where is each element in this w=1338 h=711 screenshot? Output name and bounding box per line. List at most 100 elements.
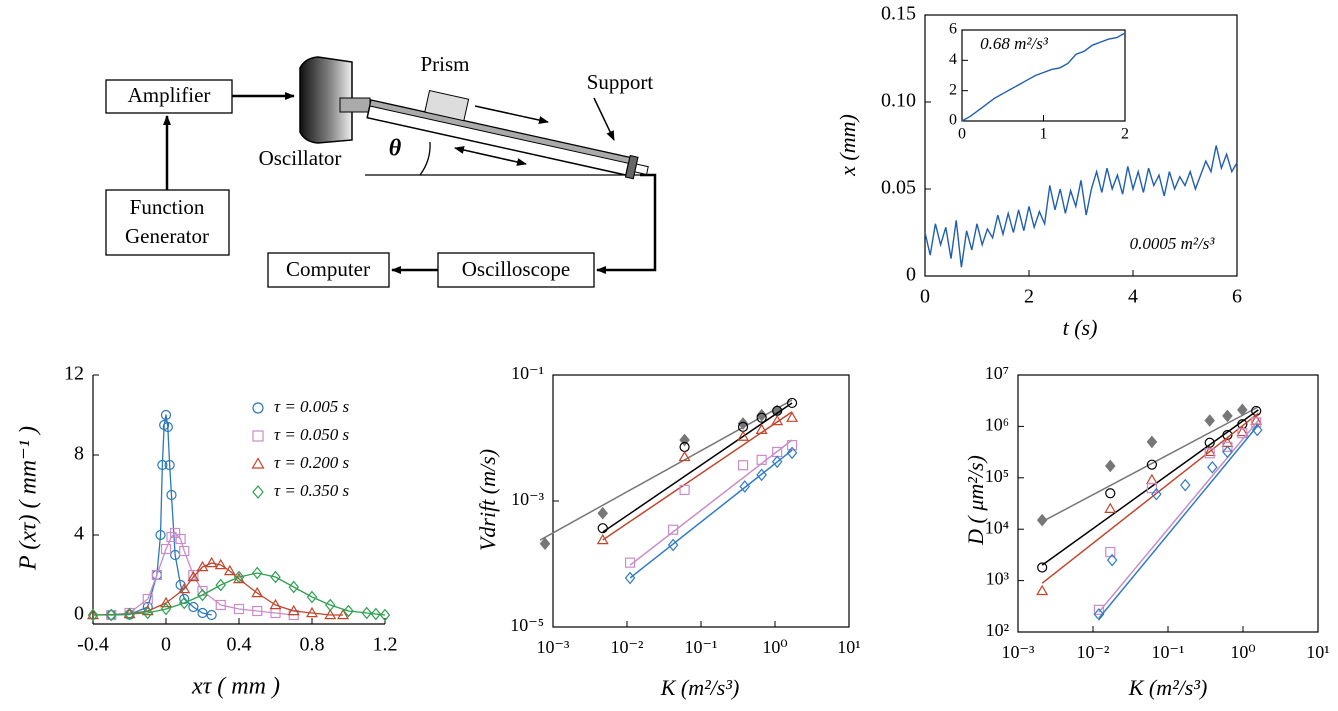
fit-line xyxy=(602,411,793,541)
marker xyxy=(624,557,636,568)
computer-label: Computer xyxy=(286,257,370,281)
y-tick-label: 10⁻¹ xyxy=(511,363,544,383)
x-tick-label: 10⁻² xyxy=(611,637,644,657)
annotation: 0.68 m²/s³ xyxy=(980,34,1049,53)
prism-block xyxy=(424,89,470,122)
marker xyxy=(771,414,784,426)
fit-curve xyxy=(93,572,386,616)
y-tick-label: 10⁶ xyxy=(985,415,1009,435)
x-tick-label: 10⁰ xyxy=(762,637,787,657)
marker xyxy=(1222,441,1233,452)
marker xyxy=(160,596,172,608)
chart: -0.4 0 0.4 0.8 1.2 0 4 8 12 xτ ( mm ) P (xτ) ( mm⁻… xyxy=(16,363,398,700)
support-rail xyxy=(369,99,631,164)
marker xyxy=(597,523,608,534)
y-tick-label: 10⁷ xyxy=(985,363,1009,383)
marker xyxy=(287,604,300,616)
legend-marker xyxy=(252,430,264,442)
oscilloscope-label: Oscilloscope xyxy=(462,257,570,281)
y-tick-label: 8 xyxy=(74,443,84,465)
legend-label: τ = 0.050 s xyxy=(274,425,350,444)
marker xyxy=(214,558,227,570)
legend-marker xyxy=(252,402,264,414)
amplifier-label: Amplifier xyxy=(128,83,211,107)
sensor xyxy=(634,163,649,176)
marker xyxy=(1146,459,1157,470)
marker xyxy=(786,446,798,460)
trace-line xyxy=(961,32,1126,122)
marker xyxy=(755,423,768,434)
legend-marker xyxy=(252,485,264,499)
marker xyxy=(679,484,690,496)
marker xyxy=(142,593,153,605)
marker xyxy=(771,455,783,469)
marker xyxy=(1222,409,1233,423)
x-tick-label: 10⁻¹ xyxy=(685,637,718,657)
marker xyxy=(87,608,99,620)
inclined-tube xyxy=(366,89,649,180)
y-tick-label: 10² xyxy=(986,620,1009,640)
amplifier-box xyxy=(105,79,233,114)
marker xyxy=(187,570,200,582)
y-tick-label: 0 xyxy=(949,112,957,129)
y-tick-label: 0.05 xyxy=(881,177,916,199)
y-tick-label: 4 xyxy=(74,523,84,545)
marker xyxy=(1036,513,1048,527)
marker xyxy=(786,397,798,409)
x-tick-label: 1 xyxy=(1040,126,1048,143)
arrow xyxy=(593,97,615,141)
y-tick-label: 10⁻³ xyxy=(511,489,545,509)
legend-label: τ = 0.350 s xyxy=(274,481,350,500)
marker xyxy=(166,489,177,501)
y-tick-label: 0.10 xyxy=(881,90,916,112)
legend-label: τ = 0.005 s xyxy=(274,397,350,416)
fit-curve xyxy=(111,532,294,616)
marker xyxy=(756,412,767,423)
x-tick-label: 10⁰ xyxy=(1230,642,1255,662)
x-axis-label: t (s) xyxy=(1063,315,1098,340)
marker xyxy=(1236,425,1249,437)
marker xyxy=(269,598,282,610)
marker xyxy=(206,609,217,621)
legend-marker xyxy=(251,457,265,469)
marker xyxy=(596,533,609,545)
x-tick-label: 10⁻³ xyxy=(537,637,571,657)
y-tick-label: 12 xyxy=(64,363,84,385)
marker xyxy=(539,537,551,551)
marker xyxy=(1151,487,1162,501)
function-generator-label: Function xyxy=(130,195,205,219)
y-tick-label: 10⁻⁵ xyxy=(510,615,544,635)
setup-diagram: Amplifier Function Generator Computer Os… xyxy=(105,52,657,288)
computer-box xyxy=(267,252,390,288)
marker xyxy=(251,586,264,598)
marker xyxy=(337,608,350,620)
marker xyxy=(786,440,798,451)
marker xyxy=(1204,414,1216,427)
marker xyxy=(737,430,750,441)
marker xyxy=(667,538,679,552)
x-tick-label: 0 xyxy=(920,286,930,308)
fit-line xyxy=(602,402,793,533)
arrow xyxy=(454,146,527,166)
signal-cable xyxy=(596,173,657,274)
y-tick-label: 10⁵ xyxy=(985,466,1009,486)
marker xyxy=(162,421,173,433)
marker xyxy=(270,570,281,584)
support-label: Support xyxy=(587,70,654,94)
fit-curve xyxy=(92,562,344,616)
marker xyxy=(597,506,609,520)
x-tick-label: -0.4 xyxy=(77,634,109,656)
x-tick-label: 0 xyxy=(958,126,966,143)
marker xyxy=(1106,553,1118,567)
fit-line xyxy=(1041,409,1259,566)
y-tick-label: 0 xyxy=(74,603,84,625)
fit-line xyxy=(629,449,793,579)
fit-line xyxy=(1098,424,1259,619)
marker xyxy=(1105,459,1116,473)
marker xyxy=(1222,429,1233,441)
marker xyxy=(306,606,318,618)
marker xyxy=(233,570,245,584)
marker xyxy=(1204,448,1215,459)
marker xyxy=(188,601,199,613)
